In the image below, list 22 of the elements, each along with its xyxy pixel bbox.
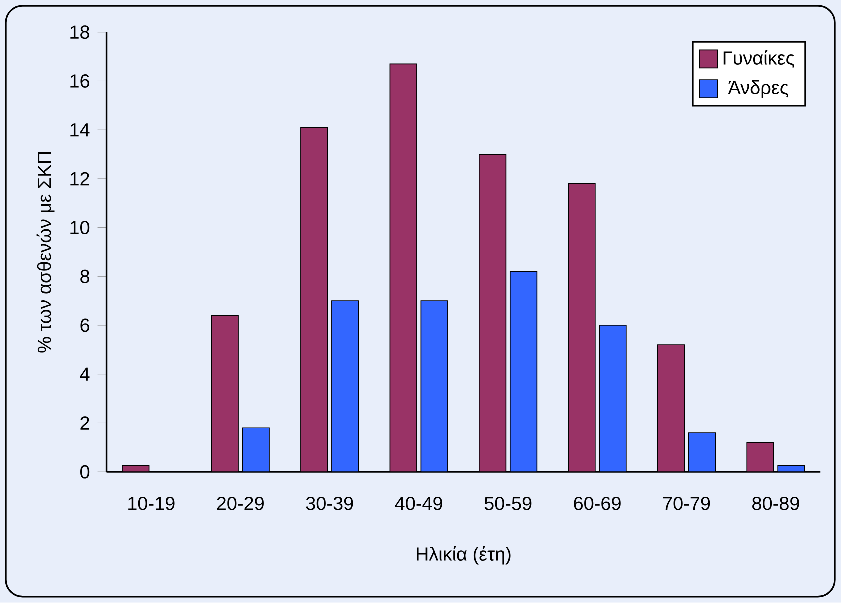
- y-tick-label: 2: [80, 416, 90, 430]
- x-tick-label: 40-49: [395, 497, 442, 510]
- x-tick-label: 80-89: [752, 497, 800, 510]
- y-tick-label: 4: [80, 368, 90, 381]
- y-axis-title: % των ασθενών με ΣΚΠ: [36, 152, 55, 353]
- legend-label: Γυναίκες: [724, 50, 794, 68]
- y-tick-label: 10: [70, 221, 90, 235]
- x-axis-title: Ηλικία (έτη): [417, 546, 511, 565]
- x-tick-label: 30-39: [306, 497, 354, 510]
- x-tick-label: 10-19: [128, 497, 175, 510]
- legend-label: Άνδρες: [728, 80, 788, 98]
- y-tick-label: 0: [80, 465, 90, 479]
- y-tick-label: 8: [80, 270, 90, 284]
- y-tick-label: 6: [80, 318, 90, 332]
- y-tick-label: 14: [70, 124, 90, 137]
- x-tick-label: 60-69: [574, 497, 621, 510]
- y-tick-label: 16: [70, 74, 90, 88]
- y-tick-label: 18: [70, 26, 90, 40]
- y-tick-label: 12: [70, 172, 90, 186]
- x-tick-label: 70-79: [663, 497, 710, 510]
- x-tick-label: 50-59: [484, 497, 532, 510]
- x-tick-label: 20-29: [217, 497, 264, 510]
